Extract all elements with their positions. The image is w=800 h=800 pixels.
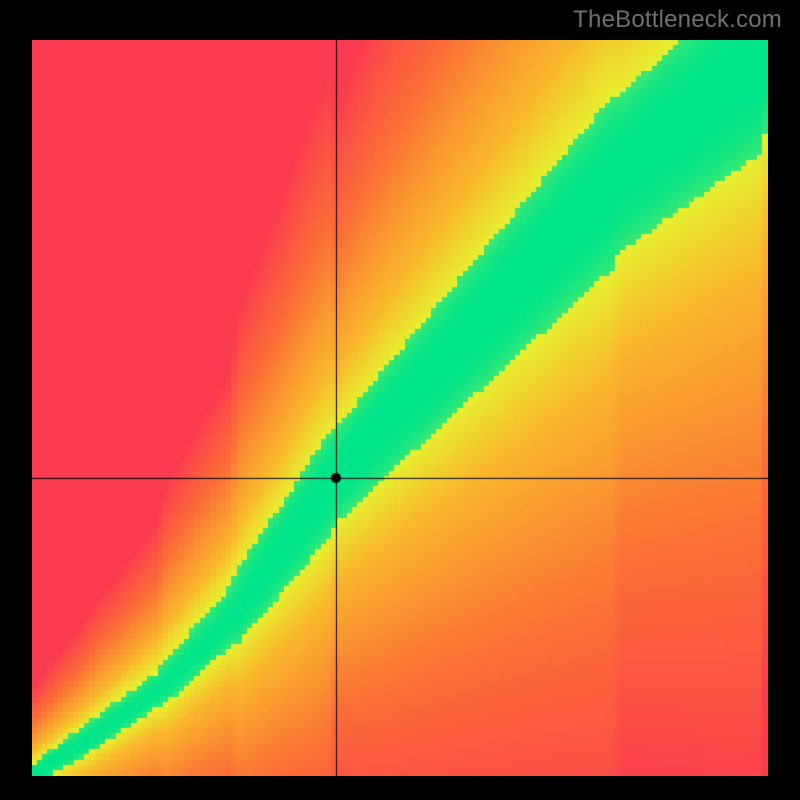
watermark-text: TheBottleneck.com: [573, 6, 782, 34]
bottleneck-heatmap: [32, 40, 768, 776]
chart-container: TheBottleneck.com: [0, 0, 800, 800]
